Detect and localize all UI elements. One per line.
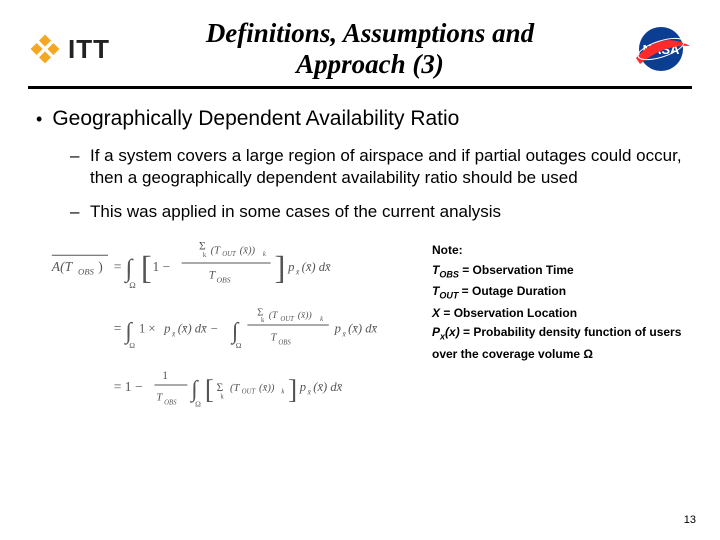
svg-text:OBS: OBS [278, 340, 291, 347]
note-line-1: TOBS = Observation Time [432, 261, 692, 282]
header: ITT Definitions, Assumptions and Approac… [28, 18, 692, 80]
svg-text:(T: (T [211, 246, 222, 257]
svg-text:(x̄) dx̄: (x̄) dx̄ [302, 260, 332, 274]
svg-text:T: T [271, 333, 278, 344]
svg-text:]: ] [275, 251, 286, 287]
svg-text:(T: (T [230, 383, 241, 394]
title-line-1: Definitions, Assumptions and [206, 18, 534, 48]
svg-text:Ω: Ω [129, 342, 135, 351]
note-line-4: Px(x) = Probability density function of … [432, 323, 692, 364]
svg-text:OUT: OUT [222, 252, 237, 259]
svg-text:T: T [156, 393, 163, 404]
svg-text:p: p [299, 380, 306, 394]
svg-text:k: k [281, 389, 285, 396]
bullet-level-2: – If a system covers a large region of a… [70, 145, 692, 189]
svg-text:(x̄) dx̄: (x̄) dx̄ [313, 380, 343, 394]
bullet-dash-icon: – [70, 201, 82, 223]
bullet-dot-icon: • [36, 107, 42, 131]
note-line-2: TOUT = Outage Duration [432, 282, 692, 303]
svg-text:=: = [114, 321, 122, 336]
svg-text:[: [ [141, 251, 152, 287]
svg-text:A(T: A(T [51, 259, 74, 275]
svg-text:(x̄)): (x̄)) [298, 311, 312, 322]
svg-text:k: k [203, 253, 207, 260]
svg-text:k: k [220, 394, 224, 401]
svg-text:p: p [334, 322, 341, 336]
svg-text:k: k [320, 317, 324, 324]
svg-text:Σ: Σ [216, 381, 223, 394]
svg-text:p: p [163, 322, 170, 336]
svg-text:(x̄)): (x̄)) [259, 383, 275, 394]
svg-text:1 ×: 1 × [139, 322, 156, 336]
svg-text:OUT: OUT [280, 317, 295, 324]
itt-logo: ITT [28, 32, 110, 66]
page-number: 13 [684, 514, 696, 526]
svg-text:(x̄) dx̄ −: (x̄) dx̄ − [178, 322, 219, 336]
bullet-l1-text: Geographically Dependent Availability Ra… [52, 107, 459, 131]
title-line-2: Approach (3) [296, 49, 444, 79]
note-line-3: X = Observation Location [432, 304, 692, 324]
slide: ITT Definitions, Assumptions and Approac… [0, 0, 720, 540]
svg-text:): ) [98, 259, 103, 275]
svg-text:Ω: Ω [129, 281, 136, 291]
svg-text:k: k [263, 252, 267, 259]
svg-text:OUT: OUT [242, 389, 257, 396]
svg-text:= 1 −: = 1 − [114, 379, 143, 394]
svg-text:x̄: x̄ [295, 268, 300, 277]
svg-text:Ω: Ω [195, 400, 201, 409]
svg-text:Σ: Σ [199, 240, 206, 253]
svg-text:x̄: x̄ [171, 330, 176, 339]
bullet-l2b-text: This was applied in some cases of the cu… [90, 201, 501, 223]
notes-box: Note: TOBS = Observation Time TOUT = Out… [432, 241, 692, 364]
page-title: Definitions, Assumptions and Approach (3… [126, 18, 614, 80]
itt-mark-icon [28, 32, 62, 66]
svg-text:OBS: OBS [78, 267, 95, 277]
svg-text:Ω: Ω [236, 342, 242, 351]
svg-text:OBS: OBS [164, 400, 177, 407]
svg-text:x̄: x̄ [306, 388, 311, 397]
svg-text:k: k [261, 317, 265, 324]
bullet-level-1: • Geographically Dependent Availability … [36, 107, 692, 131]
svg-text:x̄: x̄ [341, 330, 346, 339]
figure-row: A(T OBS ) = ∫ Ω [ 1 − Σ k (T OUT (x̄)) k… [46, 235, 692, 415]
note-heading: Note: [432, 241, 692, 261]
bullet-dash-icon: – [70, 145, 82, 189]
svg-text:[: [ [205, 375, 214, 405]
svg-text:=: = [114, 259, 122, 274]
svg-text:p: p [287, 260, 294, 274]
bullet-level-2: – This was applied in some cases of the … [70, 201, 692, 223]
equation-figure: A(T OBS ) = ∫ Ω [ 1 − Σ k (T OUT (x̄)) k… [46, 235, 414, 415]
svg-text:1: 1 [162, 370, 168, 383]
bullet-l2a-text: If a system covers a large region of air… [90, 145, 692, 189]
svg-text:(T: (T [269, 311, 278, 322]
svg-text:(x̄) dx̄: (x̄) dx̄ [348, 322, 378, 336]
svg-text:1 −: 1 − [153, 259, 171, 274]
nasa-logo-icon: NASA [630, 24, 692, 74]
svg-text:OBS: OBS [216, 276, 230, 285]
header-rule [28, 86, 692, 89]
itt-text: ITT [68, 34, 110, 65]
svg-text:]: ] [288, 375, 297, 405]
svg-text:(x̄)): (x̄)) [240, 246, 256, 257]
